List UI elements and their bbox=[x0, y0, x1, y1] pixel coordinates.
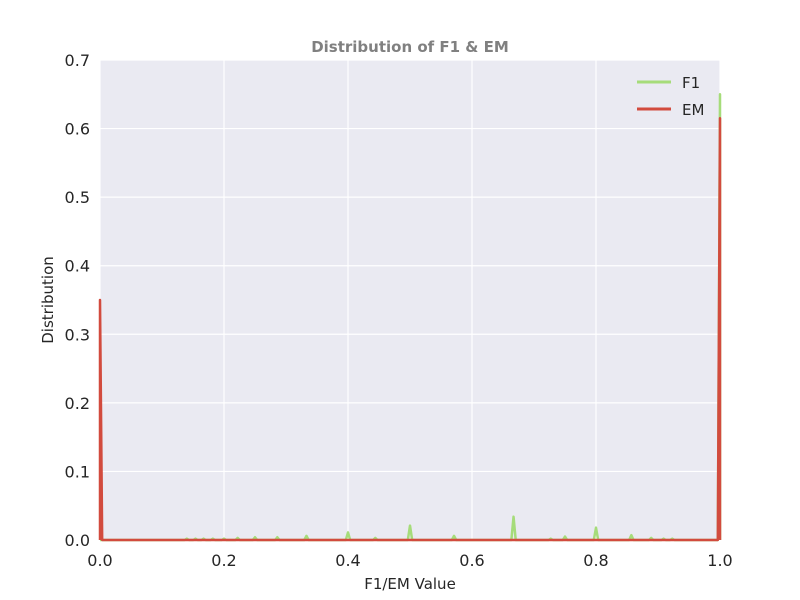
x-tick-label: 0.2 bbox=[211, 551, 236, 570]
y-tick-label: 0.2 bbox=[65, 394, 90, 413]
x-tick-label: 1.0 bbox=[707, 551, 732, 570]
y-tick-label: 0.6 bbox=[65, 120, 90, 139]
y-tick-label: 0.4 bbox=[65, 257, 90, 276]
legend: F1 EM bbox=[637, 74, 704, 119]
tick-labels: 0.0 0.2 0.4 0.6 0.8 1.0 0.0 0.1 0.2 0.3 0.4 0.5 0.6 0… bbox=[65, 51, 733, 570]
y-tick-label: 0.7 bbox=[65, 51, 90, 70]
x-axis-label: F1/EM Value bbox=[364, 575, 456, 593]
y-axis-label: Distribution bbox=[39, 256, 57, 344]
series-layer bbox=[98, 93, 722, 542]
x-tick-label: 0.4 bbox=[335, 551, 360, 570]
y-tick-label: 0.5 bbox=[65, 188, 90, 207]
y-tick-label: 0.1 bbox=[65, 462, 90, 481]
y-tick-label: 0.3 bbox=[65, 325, 90, 344]
x-tick-label: 0.6 bbox=[459, 551, 484, 570]
x-tick-label: 0.0 bbox=[87, 551, 112, 570]
series-line-em bbox=[98, 117, 722, 542]
grid bbox=[99, 59, 721, 541]
legend-label-f1: F1 bbox=[682, 74, 700, 92]
x-tick-label: 0.8 bbox=[583, 551, 608, 570]
chart-title: Distribution of F1 & EM bbox=[311, 38, 509, 56]
legend-label-em: EM bbox=[682, 101, 704, 119]
plot-area bbox=[100, 60, 720, 540]
y-tick-label: 0.0 bbox=[65, 531, 90, 550]
